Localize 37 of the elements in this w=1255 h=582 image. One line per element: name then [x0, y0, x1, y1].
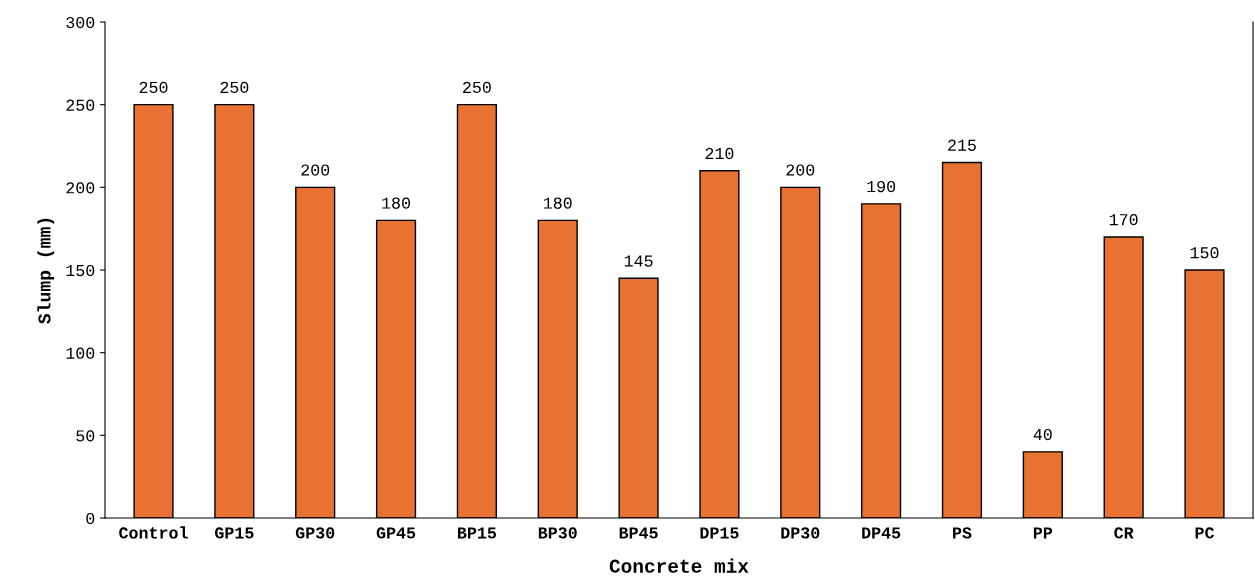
- data-label: 250: [463, 81, 491, 94]
- y-tick-label: 100: [66, 347, 95, 359]
- x-tick-label: DP30: [781, 527, 820, 539]
- x-tick-label: BP30: [538, 527, 577, 539]
- x-tick-label: Control: [119, 526, 188, 539]
- x-tick-label: DP45: [862, 527, 901, 539]
- data-label: 250: [139, 81, 168, 94]
- x-tick-label: CR: [1114, 527, 1134, 539]
- x-tick-label: GP15: [215, 527, 254, 539]
- data-label: 180: [543, 197, 572, 209]
- y-tick-label: 300: [66, 16, 95, 29]
- data-label: 170: [1109, 213, 1138, 226]
- data-label: 145: [624, 255, 653, 267]
- x-tick-label: PS: [953, 527, 972, 539]
- x-tick-label: PP: [1033, 527, 1053, 539]
- data-label: 150: [1190, 247, 1219, 259]
- x-tick-label: BP15: [458, 527, 497, 539]
- data-label: 215: [948, 139, 976, 151]
- y-tick-label: 0: [86, 512, 95, 525]
- data-label: 190: [867, 180, 896, 193]
- x-tick-label: GP30: [295, 527, 335, 539]
- x-tick-label: PC: [1195, 527, 1215, 539]
- y-tick-label: 200: [66, 182, 95, 194]
- y-axis-title: Slump (mm): [37, 218, 55, 324]
- data-label: 40: [1033, 428, 1052, 441]
- x-tick-label: DP15: [700, 527, 739, 539]
- y-tick-label: 250: [66, 99, 95, 111]
- data-label: 180: [382, 197, 411, 209]
- data-label: 200: [786, 164, 815, 176]
- y-tick-label: 150: [66, 264, 95, 277]
- x-tick-label: GP45: [376, 527, 416, 539]
- x-tick-label: BP45: [619, 527, 658, 539]
- y-tick-label: 50: [76, 430, 95, 442]
- data-label: 200: [301, 164, 330, 176]
- data-label: 250: [220, 81, 249, 94]
- x-axis-title: Concrete mix: [609, 558, 749, 573]
- data-label: 210: [705, 147, 734, 160]
